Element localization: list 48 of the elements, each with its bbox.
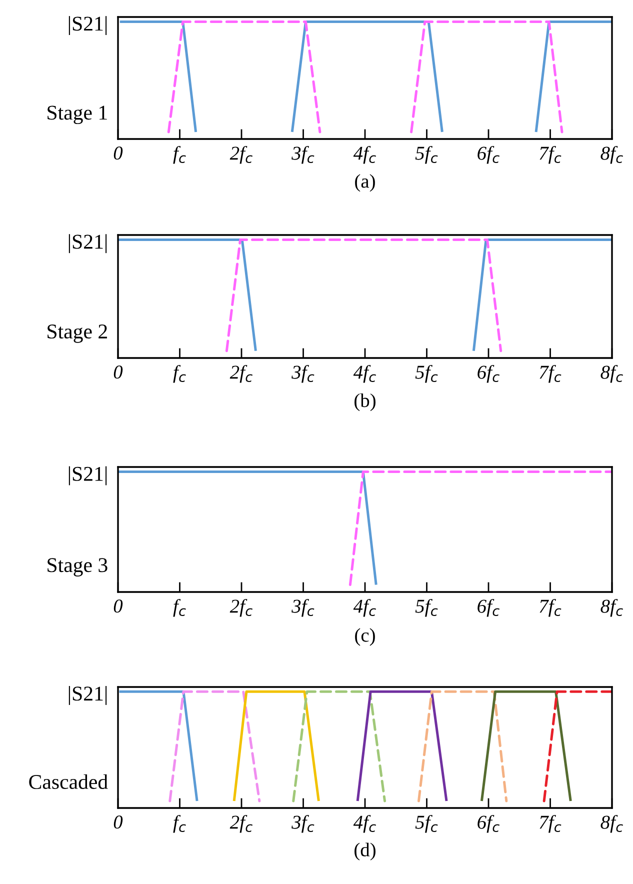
- text: (d): [354, 842, 376, 860]
- text: Cascaded: [29, 774, 108, 790]
- x-tick-label: 0: [114, 146, 123, 160]
- text: Stage 3: [48, 558, 108, 576]
- x-tick-label: 6f$_{c}$: [478, 814, 500, 833]
- x-tick-label: 2f$_{c}$: [230, 814, 252, 833]
- x-tick-label: f$_{c}$: [173, 598, 186, 617]
- x-tick-label: 2f$_{c}$: [230, 598, 252, 617]
- x-tick-label: 3f$_{c}$: [292, 146, 314, 164]
- x-tick-label: 4f$_{c}$: [353, 598, 376, 617]
- y-axis-title: |S21|: [68, 686, 107, 705]
- x-tick-label: 5f$_{c}$: [415, 364, 438, 383]
- x-tick-label: 6f$_{c}$: [478, 598, 500, 617]
- text: Stage 2: [48, 324, 107, 343]
- x-tick-label: 8f$_{c}$: [600, 814, 623, 833]
- y-axis-title: |S21|: [68, 466, 107, 486]
- x-tick-label: 7f$_{c}$: [540, 364, 562, 383]
- x-tick-label: 2f$_{c}$: [230, 146, 252, 164]
- x-tick-label: f$_{c}$: [173, 146, 186, 164]
- x-tick-label: 5f$_{c}$: [415, 814, 438, 833]
- x-tick-label: 3f$_{c}$: [292, 364, 314, 383]
- text: (b): [354, 393, 376, 412]
- x-tick-label: 7f$_{c}$: [540, 146, 562, 164]
- x-tick-label: 8f$_{c}$: [600, 598, 623, 617]
- text: (c): [355, 628, 375, 646]
- x-tick-label: 5f$_{c}$: [415, 146, 438, 164]
- x-tick-label: 6f$_{c}$: [478, 364, 500, 383]
- x-tick-label: 3f$_{c}$: [292, 814, 314, 833]
- x-tick-label: 8f$_{c}$: [600, 146, 623, 164]
- y-axis-title: |S21|: [68, 234, 107, 254]
- y-axis-title: |S21|: [68, 16, 107, 36]
- x-tick-label: 4f$_{c}$: [353, 146, 376, 164]
- x-tick-label: f$_{c}$: [173, 814, 186, 833]
- x-tick-label: f$_{c}$: [173, 364, 186, 383]
- x-tick-label: 8f$_{c}$: [600, 364, 623, 383]
- x-tick-label: 0: [114, 366, 123, 379]
- x-tick-label: 5f$_{c}$: [415, 598, 438, 617]
- x-tick-label: 4f$_{c}$: [353, 814, 376, 833]
- x-tick-label: 2f$_{c}$: [230, 364, 252, 383]
- x-tick-label: 7f$_{c}$: [540, 598, 562, 617]
- x-tick-label: 0: [114, 816, 123, 829]
- x-tick-label: 3f$_{c}$: [292, 598, 314, 617]
- text: (a): [355, 174, 375, 192]
- x-tick-label: 7f$_{c}$: [540, 814, 562, 833]
- text: Stage 1: [48, 106, 107, 124]
- x-tick-label: 0: [114, 600, 123, 613]
- x-tick-label: 6f$_{c}$: [478, 146, 500, 164]
- x-tick-label: 4f$_{c}$: [353, 364, 376, 383]
